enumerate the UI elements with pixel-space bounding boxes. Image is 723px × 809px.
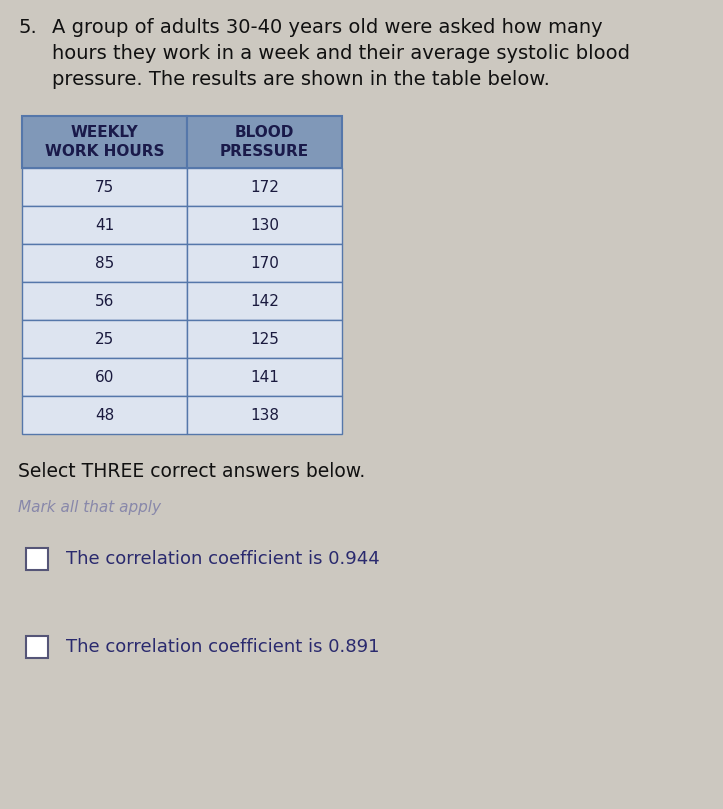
Bar (22, 168, 187, 206)
Text: A group of adults 30-40 years old were asked how many: A group of adults 30-40 years old were a… (52, 18, 603, 37)
Text: 172: 172 (250, 180, 279, 194)
Text: 48: 48 (95, 408, 114, 422)
Text: 170: 170 (250, 256, 279, 270)
Text: 141: 141 (250, 370, 279, 384)
Text: The correlation coefficient is 0.891: The correlation coefficient is 0.891 (66, 638, 380, 656)
Text: pressure. The results are shown in the table below.: pressure. The results are shown in the t… (52, 70, 550, 89)
Text: 85: 85 (95, 256, 114, 270)
Text: 56: 56 (95, 294, 114, 308)
Text: 75: 75 (95, 180, 114, 194)
Bar (187, 282, 342, 320)
Text: 60: 60 (95, 370, 114, 384)
Bar (187, 396, 342, 434)
Text: 142: 142 (250, 294, 279, 308)
Text: hours they work in a week and their average systolic blood: hours they work in a week and their aver… (52, 44, 630, 63)
Text: 41: 41 (95, 218, 114, 232)
Text: Select THREE correct answers below.: Select THREE correct answers below. (18, 462, 365, 481)
Text: Mark all that apply: Mark all that apply (18, 500, 161, 515)
Text: WEEKLY
WORK HOURS: WEEKLY WORK HOURS (45, 125, 164, 159)
Bar (26, 548, 48, 570)
Text: BLOOD
PRESSURE: BLOOD PRESSURE (220, 125, 309, 159)
Bar (22, 282, 187, 320)
Bar (22, 206, 187, 244)
Bar (187, 116, 342, 168)
Bar (187, 320, 342, 358)
Bar (187, 358, 342, 396)
Bar (187, 168, 342, 206)
Bar (22, 358, 187, 396)
Bar (187, 244, 342, 282)
Text: 130: 130 (250, 218, 279, 232)
Text: 5.: 5. (18, 18, 37, 37)
Bar (22, 116, 187, 168)
Bar (187, 206, 342, 244)
Bar (22, 320, 187, 358)
Text: 138: 138 (250, 408, 279, 422)
Bar (22, 244, 187, 282)
Text: 25: 25 (95, 332, 114, 346)
Bar (22, 396, 187, 434)
Text: 125: 125 (250, 332, 279, 346)
Bar (26, 636, 48, 658)
Text: The correlation coefficient is 0.944: The correlation coefficient is 0.944 (66, 550, 380, 568)
